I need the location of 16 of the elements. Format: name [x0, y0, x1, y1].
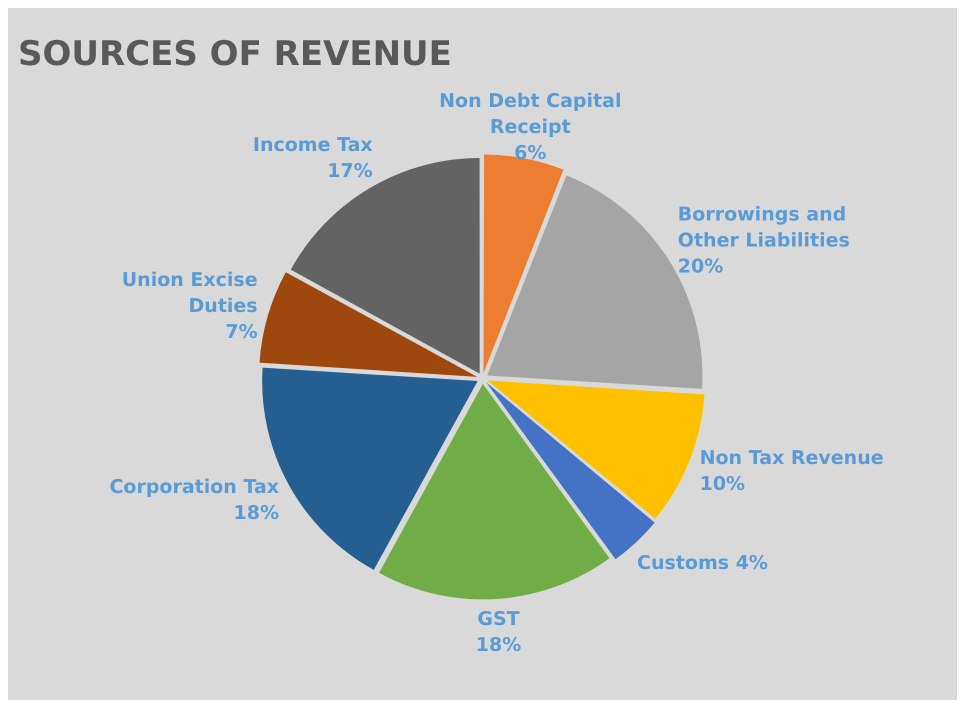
data-label: 18%: [476, 634, 522, 656]
chart-title: SOURCES OF REVENUE: [18, 34, 452, 74]
slice-label: Corporation Tax: [109, 476, 280, 498]
data-label: 7%: [225, 321, 258, 344]
slice-label: Union Excise Duties: [122, 269, 258, 318]
data-label: 10%: [700, 473, 746, 496]
data-label: 17%: [327, 160, 373, 182]
slice-label: Non Tax Revenue: [700, 447, 884, 470]
data-label: 6%: [514, 142, 546, 164]
slice-label: Non Debt Capital Receipt: [439, 90, 622, 138]
slice-label: Income Tax: [252, 134, 373, 156]
slice-label: GST: [477, 608, 520, 630]
slice-label: Borrowings and Other Liabilities: [678, 204, 850, 252]
data-label: 18%: [234, 502, 280, 524]
data-label: 20%: [678, 256, 724, 278]
slice-label: Customs 4%: [637, 552, 768, 574]
